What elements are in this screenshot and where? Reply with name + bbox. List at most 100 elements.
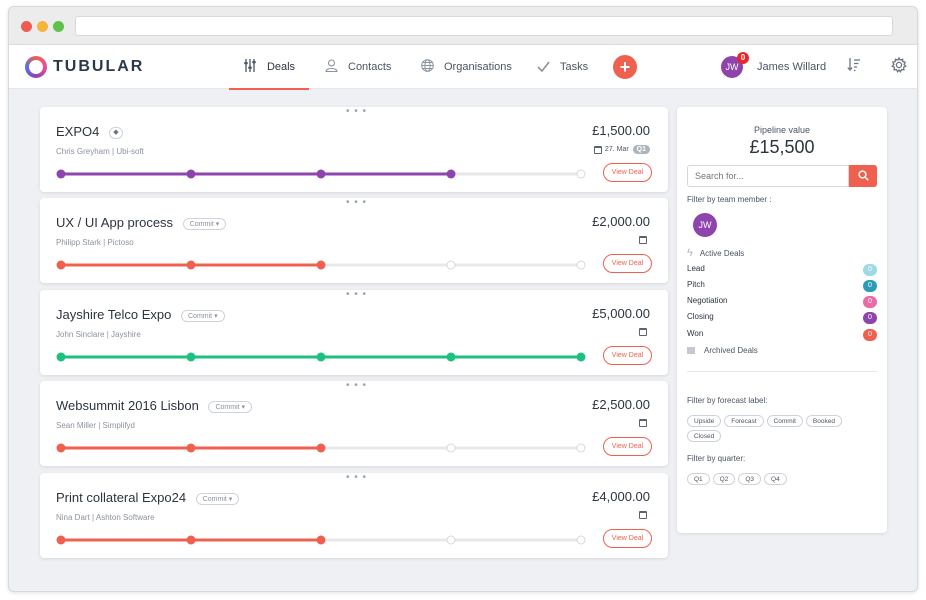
stage-dot[interactable]: [446, 260, 456, 270]
deal-card[interactable]: • • • Print collateral Expo24 Commit ▾ N…: [40, 472, 668, 558]
deal-date: 27. Mar: [604, 146, 629, 153]
deal-card[interactable]: • • • UX / UI App process Commit ▾ Phili…: [40, 197, 668, 283]
pipeline-label: Pipeline value: [753, 125, 811, 135]
stage-dot[interactable]: [446, 169, 456, 179]
tab-tasks[interactable]: Tasks: [537, 45, 588, 89]
calendar-icon[interactable]: [639, 419, 647, 427]
brand-logo[interactable]: TUBULAR: [25, 56, 144, 78]
deal-title[interactable]: Print collateral Expo24: [56, 490, 187, 505]
tab-contacts[interactable]: Contacts: [325, 45, 391, 89]
quarter-chip[interactable]: Q2: [712, 473, 736, 485]
drag-handle-icon[interactable]: • • •: [346, 106, 368, 117]
forecast-value: Commit: [215, 403, 240, 411]
deal-progress[interactable]: [56, 352, 586, 362]
stage-count-badge: 0: [863, 264, 877, 276]
stage-dot[interactable]: [56, 535, 66, 545]
search-button[interactable]: [849, 165, 877, 187]
view-deal-button[interactable]: View Deal: [603, 163, 652, 182]
deal-title[interactable]: EXPO4: [56, 124, 100, 139]
stage-dot[interactable]: [186, 535, 196, 545]
team-member-avatar[interactable]: JW: [693, 213, 717, 237]
stage-dot[interactable]: [576, 260, 586, 270]
stage-dot[interactable]: [446, 535, 456, 545]
address-bar[interactable]: [75, 16, 893, 36]
search-icon: [857, 170, 869, 181]
stage-name: Lead: [687, 264, 705, 273]
view-deal-button[interactable]: View Deal: [603, 529, 652, 548]
forecast-select[interactable]: Commit ▾: [208, 400, 253, 413]
view-deal-button[interactable]: View Deal: [603, 346, 652, 365]
stage-dot[interactable]: [316, 260, 326, 270]
quarter-chip[interactable]: Q4: [764, 473, 787, 485]
deal-progress[interactable]: [56, 169, 586, 179]
maximize-dot-icon[interactable]: [53, 21, 64, 32]
forecast-chip[interactable]: Closed: [687, 430, 722, 442]
drag-handle-icon[interactable]: • • •: [346, 197, 368, 208]
deal-progress[interactable]: [56, 535, 586, 545]
notification-badge[interactable]: 0: [737, 52, 749, 64]
quarter-chip[interactable]: Q3: [738, 473, 762, 485]
tag-icon[interactable]: ◆: [108, 126, 123, 139]
close-dot-icon[interactable]: [21, 21, 32, 32]
add-deal-button[interactable]: +: [613, 55, 637, 79]
tab-deals[interactable]: Deals: [229, 45, 309, 90]
deal-card[interactable]: • • • EXPO4 ◆ Chris Greyham | Ubi-soft £…: [40, 106, 668, 192]
calendar-icon[interactable]: [639, 511, 647, 519]
stage-dot[interactable]: [576, 535, 586, 545]
tab-organisations[interactable]: Organisations: [421, 45, 512, 89]
stage-filter-closing[interactable]: Closing 0: [687, 312, 877, 326]
drag-handle-icon[interactable]: • • •: [346, 472, 368, 483]
stage-dot[interactable]: [576, 169, 586, 179]
stage-dot[interactable]: [186, 352, 196, 362]
stage-dot[interactable]: [316, 169, 326, 179]
calendar-icon[interactable]: [639, 328, 647, 336]
tab-contacts-label: Contacts: [348, 61, 392, 73]
stage-dot[interactable]: [186, 443, 196, 453]
gear-icon[interactable]: [891, 56, 907, 77]
stage-dot[interactable]: [576, 352, 586, 362]
forecast-chip[interactable]: Upside: [687, 415, 722, 427]
stage-dot[interactable]: [56, 443, 66, 453]
sort-icon[interactable]: [847, 57, 861, 76]
stage-dot[interactable]: [56, 260, 66, 270]
archived-deals-link[interactable]: Archived Deals: [687, 346, 758, 355]
calendar-icon[interactable]: [639, 236, 647, 244]
stage-filter-pitch[interactable]: Pitch 0: [687, 280, 877, 294]
forecast-select[interactable]: Commit ▾: [181, 309, 225, 322]
stage-dot[interactable]: [186, 260, 196, 270]
stage-dot[interactable]: [446, 443, 456, 453]
stage-filter-lead[interactable]: Lead 0: [687, 264, 877, 278]
deal-meta: [639, 419, 650, 427]
view-deal-button[interactable]: View Deal: [603, 437, 652, 456]
drag-handle-icon[interactable]: • • •: [346, 289, 368, 300]
forecast-select[interactable]: Commit ▾: [182, 217, 227, 230]
deal-title[interactable]: UX / UI App process: [56, 215, 174, 230]
search-input[interactable]: [687, 165, 849, 187]
deal-progress[interactable]: [56, 260, 586, 270]
forecast-chip[interactable]: Commit: [766, 415, 803, 427]
stage-filter-won[interactable]: Won 0: [687, 329, 877, 343]
stage-dot[interactable]: [316, 535, 326, 545]
stage-dot[interactable]: [446, 352, 456, 362]
deal-card[interactable]: • • • Jayshire Telco Expo Commit ▾ John …: [40, 289, 668, 375]
forecast-chip[interactable]: Booked: [805, 415, 842, 427]
quarter-chip[interactable]: Q1: [687, 473, 710, 485]
stage-dot[interactable]: [576, 443, 586, 453]
drag-handle-icon[interactable]: • • •: [346, 380, 368, 391]
stage-filter-negotiation[interactable]: Negotiation 0: [687, 296, 877, 310]
forecast-select[interactable]: Commit ▾: [195, 492, 240, 505]
view-deal-button[interactable]: View Deal: [603, 254, 652, 273]
stage-dot[interactable]: [186, 169, 196, 179]
deal-title[interactable]: Jayshire Telco Expo: [56, 307, 172, 322]
deal-progress[interactable]: [56, 443, 586, 453]
forecast-chip[interactable]: Forecast: [724, 415, 764, 427]
stage-dot[interactable]: [56, 169, 66, 179]
deal-card[interactable]: • • • Websummit 2016 Lisbon Commit ▾ Sea…: [40, 380, 668, 466]
stage-dot[interactable]: [56, 352, 66, 362]
stage-dot[interactable]: [316, 443, 326, 453]
active-deals-header[interactable]: ϟ Active Deals: [687, 247, 744, 259]
stage-dot[interactable]: [316, 352, 326, 362]
minimize-dot-icon[interactable]: [37, 21, 48, 32]
deal-title[interactable]: Websummit 2016 Lisbon: [56, 398, 199, 413]
user-name[interactable]: James Willard: [757, 61, 827, 73]
